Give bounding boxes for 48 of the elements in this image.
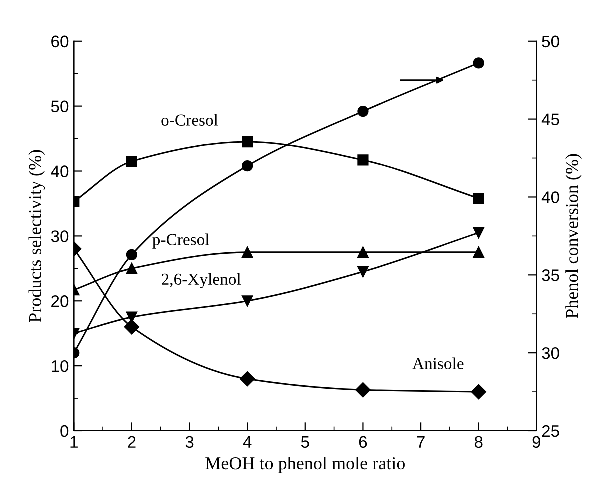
point [242, 296, 254, 307]
point [240, 371, 256, 387]
point [473, 58, 484, 69]
y-tick-label: 60 [52, 36, 69, 48]
point [124, 320, 140, 335]
point [473, 227, 484, 239]
x-tick-label: 5 [301, 436, 310, 448]
point [126, 156, 138, 168]
x-tick-label: 6 [359, 436, 368, 448]
point [126, 263, 138, 274]
point [242, 246, 254, 258]
y-tick-label: 20 [52, 296, 69, 308]
series-label: p-Cresol [152, 234, 210, 249]
x-tick-label: 3 [186, 436, 194, 448]
y2-tick-label: 50 [542, 36, 560, 48]
x-axis-title: MeOH to phenol mole ratio [206, 456, 405, 474]
point [358, 266, 369, 278]
x-tick-label: 8 [474, 436, 483, 448]
x-tick-label: 9 [532, 436, 541, 448]
series-label: 2,6-Xylenol [162, 273, 242, 288]
y2-tick-label: 35 [542, 270, 560, 282]
series-label: o-Cresol [162, 114, 218, 126]
y-axis-title: Products selectivity (%) [28, 150, 46, 322]
y2-tick-label: 25 [542, 425, 560, 438]
point [358, 106, 369, 118]
point [242, 160, 254, 172]
point [126, 249, 138, 260]
y2-tick-label: 45 [542, 114, 560, 126]
x-tick-label: 4 [243, 436, 252, 448]
point [242, 136, 254, 148]
y-tick-label: 30 [51, 230, 69, 242]
x-tick-label: 1 [70, 436, 78, 448]
x-tick-label: 2 [128, 436, 136, 448]
point [473, 246, 484, 258]
y-tick-label: 0 [60, 425, 69, 438]
y-tick-label: 50 [51, 100, 69, 113]
point [473, 192, 484, 204]
x-tick-label: 7 [417, 436, 425, 448]
y2-axis-title: Phenol conversion (%) [566, 154, 582, 318]
y2-tick-label: 30 [542, 347, 560, 360]
point [358, 246, 369, 258]
point [358, 154, 369, 166]
y2-tick-label: 40 [542, 192, 560, 204]
point [471, 384, 486, 400]
y-tick-label: 40 [51, 166, 69, 178]
series-label: Anisole [412, 358, 464, 370]
point [356, 382, 371, 398]
y-tick-label: 10 [52, 360, 69, 372]
